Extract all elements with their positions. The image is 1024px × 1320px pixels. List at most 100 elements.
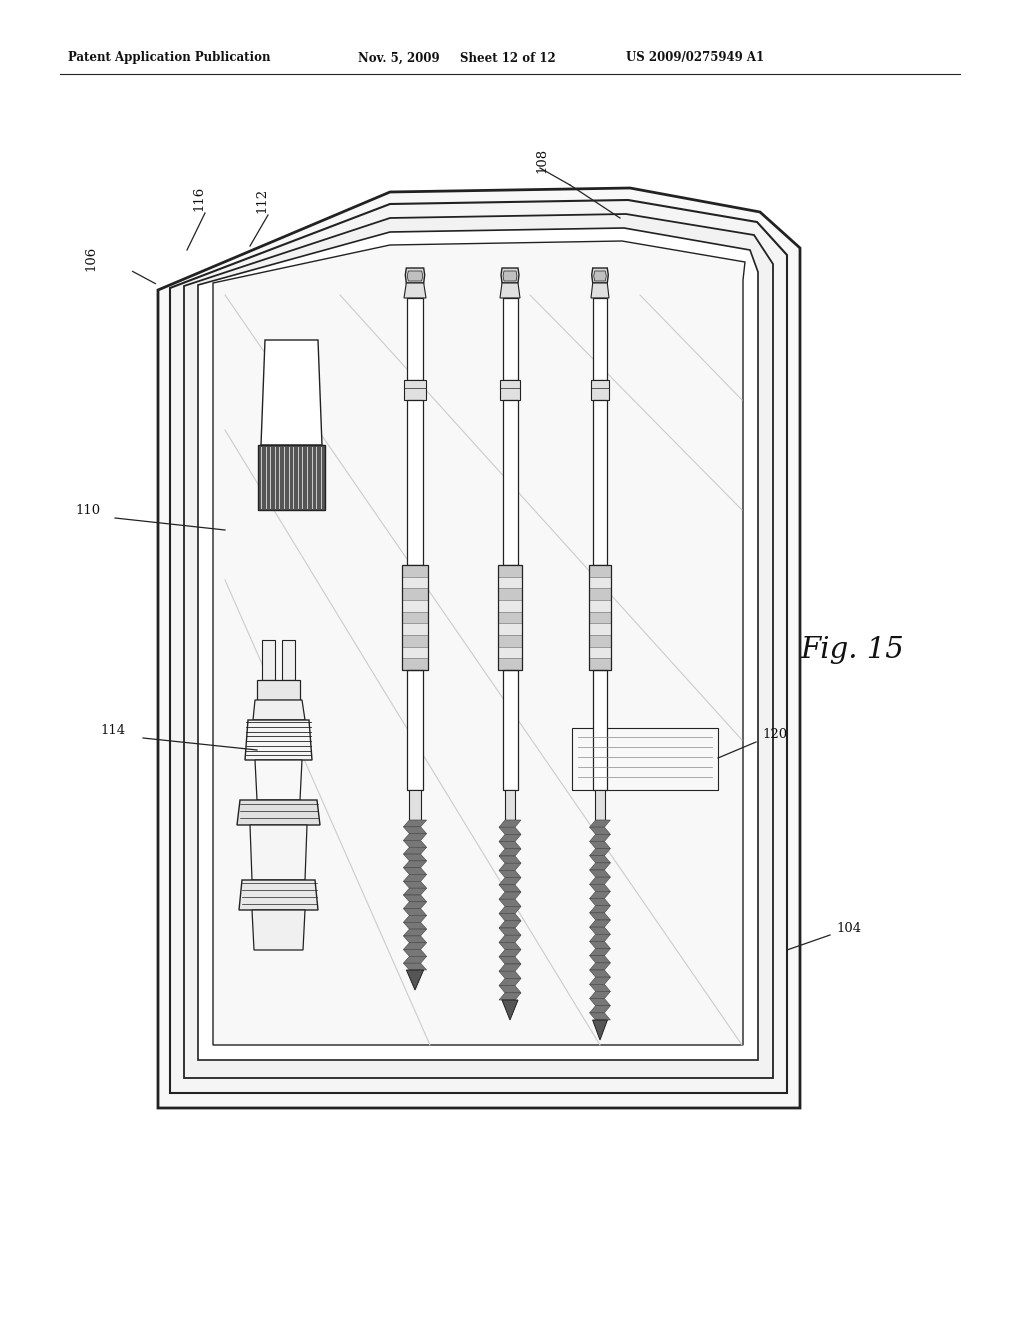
Polygon shape bbox=[499, 949, 521, 957]
Polygon shape bbox=[590, 962, 610, 970]
Polygon shape bbox=[499, 828, 521, 834]
Polygon shape bbox=[402, 635, 428, 647]
Polygon shape bbox=[403, 916, 427, 923]
Polygon shape bbox=[499, 957, 521, 964]
Polygon shape bbox=[158, 187, 800, 1107]
Polygon shape bbox=[262, 640, 275, 680]
Polygon shape bbox=[590, 884, 610, 891]
Polygon shape bbox=[590, 977, 610, 985]
Text: 108: 108 bbox=[535, 148, 548, 173]
Polygon shape bbox=[498, 565, 522, 577]
Text: 112: 112 bbox=[255, 187, 268, 213]
Polygon shape bbox=[498, 659, 522, 671]
Polygon shape bbox=[499, 884, 521, 892]
Polygon shape bbox=[237, 800, 319, 825]
Polygon shape bbox=[245, 719, 312, 760]
Polygon shape bbox=[503, 271, 517, 281]
Polygon shape bbox=[590, 1006, 610, 1012]
Polygon shape bbox=[500, 380, 520, 400]
Polygon shape bbox=[402, 601, 428, 611]
Polygon shape bbox=[213, 242, 745, 1045]
Polygon shape bbox=[590, 870, 610, 878]
Polygon shape bbox=[499, 842, 521, 849]
Polygon shape bbox=[589, 659, 611, 671]
Polygon shape bbox=[403, 867, 427, 875]
Polygon shape bbox=[590, 891, 610, 899]
Polygon shape bbox=[499, 928, 521, 935]
Polygon shape bbox=[502, 1001, 518, 1020]
Polygon shape bbox=[589, 647, 611, 659]
Text: 110: 110 bbox=[75, 503, 100, 516]
Polygon shape bbox=[499, 913, 521, 921]
Polygon shape bbox=[498, 577, 522, 589]
Polygon shape bbox=[403, 847, 427, 854]
Polygon shape bbox=[403, 964, 427, 970]
Polygon shape bbox=[499, 834, 521, 842]
Polygon shape bbox=[403, 820, 427, 826]
Polygon shape bbox=[503, 298, 517, 380]
Polygon shape bbox=[499, 935, 521, 942]
Polygon shape bbox=[590, 841, 610, 849]
Polygon shape bbox=[590, 878, 610, 884]
Polygon shape bbox=[590, 863, 610, 870]
Polygon shape bbox=[403, 936, 427, 942]
Polygon shape bbox=[499, 849, 521, 855]
Polygon shape bbox=[410, 789, 421, 820]
Polygon shape bbox=[589, 601, 611, 611]
Polygon shape bbox=[589, 611, 611, 623]
Text: 106: 106 bbox=[84, 246, 97, 271]
Polygon shape bbox=[407, 970, 424, 990]
Polygon shape bbox=[499, 907, 521, 913]
Polygon shape bbox=[499, 863, 521, 870]
Polygon shape bbox=[407, 298, 423, 380]
Polygon shape bbox=[590, 998, 610, 1006]
Polygon shape bbox=[590, 956, 610, 962]
Polygon shape bbox=[403, 834, 427, 841]
Polygon shape bbox=[594, 271, 606, 281]
Polygon shape bbox=[589, 589, 611, 601]
Polygon shape bbox=[590, 913, 610, 920]
Polygon shape bbox=[403, 929, 427, 936]
Polygon shape bbox=[595, 789, 605, 820]
Polygon shape bbox=[499, 855, 521, 863]
Polygon shape bbox=[403, 875, 427, 882]
Polygon shape bbox=[591, 380, 609, 400]
Polygon shape bbox=[402, 659, 428, 671]
Polygon shape bbox=[590, 828, 610, 834]
Polygon shape bbox=[499, 892, 521, 899]
Polygon shape bbox=[402, 577, 428, 589]
Polygon shape bbox=[499, 964, 521, 972]
Polygon shape bbox=[257, 680, 300, 700]
Polygon shape bbox=[403, 902, 427, 908]
Polygon shape bbox=[593, 298, 607, 380]
Polygon shape bbox=[403, 957, 427, 964]
Polygon shape bbox=[499, 993, 521, 1001]
Polygon shape bbox=[255, 760, 302, 800]
Polygon shape bbox=[589, 635, 611, 647]
Polygon shape bbox=[261, 341, 322, 445]
Polygon shape bbox=[590, 834, 610, 841]
Polygon shape bbox=[402, 589, 428, 601]
Polygon shape bbox=[499, 978, 521, 986]
Polygon shape bbox=[499, 870, 521, 878]
Polygon shape bbox=[499, 986, 521, 993]
Polygon shape bbox=[503, 400, 517, 565]
Polygon shape bbox=[498, 611, 522, 623]
Polygon shape bbox=[499, 899, 521, 907]
Polygon shape bbox=[500, 282, 520, 298]
Polygon shape bbox=[590, 991, 610, 998]
Polygon shape bbox=[499, 820, 521, 828]
Polygon shape bbox=[499, 921, 521, 928]
Polygon shape bbox=[198, 228, 758, 1060]
Polygon shape bbox=[170, 201, 787, 1093]
Polygon shape bbox=[403, 908, 427, 916]
Polygon shape bbox=[590, 906, 610, 913]
Text: Patent Application Publication: Patent Application Publication bbox=[68, 51, 270, 65]
Polygon shape bbox=[589, 577, 611, 589]
Polygon shape bbox=[499, 942, 521, 949]
Polygon shape bbox=[590, 855, 610, 863]
Polygon shape bbox=[590, 949, 610, 956]
Text: Fig. 15: Fig. 15 bbox=[800, 636, 904, 664]
Polygon shape bbox=[498, 635, 522, 647]
Polygon shape bbox=[572, 729, 718, 789]
